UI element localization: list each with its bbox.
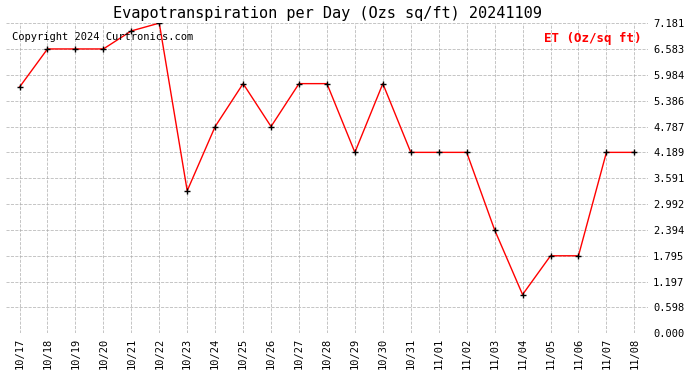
- Title: Evapotranspiration per Day (Ozs sq/ft) 20241109: Evapotranspiration per Day (Ozs sq/ft) 2…: [112, 6, 542, 21]
- Text: ET (Oz/sq ft): ET (Oz/sq ft): [544, 32, 642, 45]
- Text: Copyright 2024 Curtronics.com: Copyright 2024 Curtronics.com: [12, 32, 193, 42]
